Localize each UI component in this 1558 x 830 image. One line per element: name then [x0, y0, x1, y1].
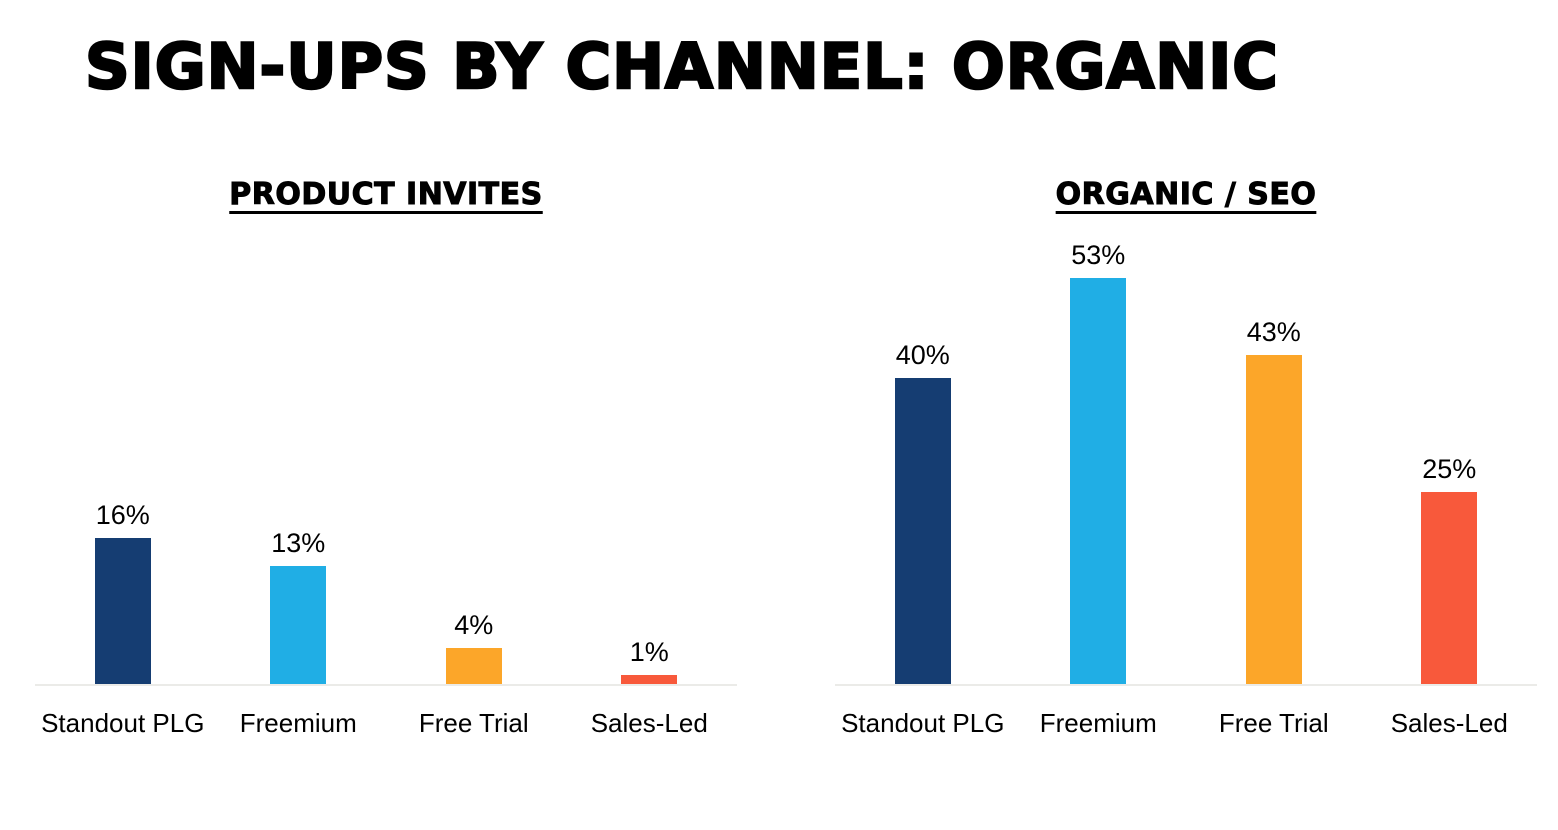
bar	[1070, 278, 1127, 684]
category-axis: Standout PLG Freemium Free Trial Sales-Led	[35, 686, 737, 739]
bar-group: 1%	[562, 637, 738, 684]
chart-title: ORGANIC / SEO	[1055, 177, 1317, 213]
page-title: SIGN-UPS BY CHANNEL: ORGANIC	[84, 29, 1279, 105]
category-label: Freemium	[239, 708, 357, 738]
bar-group: 40%	[835, 340, 1011, 684]
bar-value-label: 40%	[895, 340, 950, 370]
chart-panel-organic-seo: ORGANIC / SEO 40% 53% 43% 25% Standout PLG F…	[835, 177, 1537, 739]
bar-value-label: 4%	[454, 610, 494, 640]
bar	[270, 566, 327, 684]
bar	[894, 378, 951, 684]
bar-group: 53%	[1011, 240, 1187, 684]
bar-group: 13%	[211, 528, 387, 684]
category-label: Sales-Led	[1390, 708, 1508, 738]
category-label: Sales-Led	[590, 708, 708, 738]
bar	[1421, 492, 1478, 684]
bar	[94, 538, 151, 684]
category-label: Standout PLG	[841, 708, 1005, 738]
bar-group: 25%	[1362, 454, 1538, 684]
bar-plot-area: 40% 53% 43% 25%	[835, 224, 1537, 686]
bar-value-label: 25%	[1422, 454, 1477, 484]
category-label: Free Trial	[418, 708, 529, 738]
bar	[1245, 355, 1302, 684]
bar-value-label: 53%	[1071, 240, 1126, 270]
charts-row: PRODUCT INVITES 16% 13% 4% 1% Standout PLG F…	[0, 177, 1558, 739]
bar-value-label: 13%	[271, 528, 326, 558]
category-label: Freemium	[1039, 708, 1157, 738]
bar	[621, 675, 678, 684]
bar-group: 43%	[1186, 317, 1362, 684]
bar-plot-area: 16% 13% 4% 1%	[35, 224, 737, 686]
category-label: Free Trial	[1218, 708, 1329, 738]
chart-title: PRODUCT INVITES	[229, 177, 543, 213]
category-label: Standout PLG	[41, 708, 205, 738]
bar-value-label: 16%	[95, 500, 150, 530]
chart-panel-product-invites: PRODUCT INVITES 16% 13% 4% 1% Standout PLG F…	[35, 177, 737, 739]
bar	[445, 648, 502, 684]
category-axis: Standout PLG Freemium Free Trial Sales-Led	[835, 686, 1537, 739]
bar-value-label: 43%	[1246, 317, 1301, 347]
bar-group: 4%	[386, 610, 562, 684]
bar-value-label: 1%	[629, 637, 669, 667]
bar-group: 16%	[35, 500, 211, 684]
